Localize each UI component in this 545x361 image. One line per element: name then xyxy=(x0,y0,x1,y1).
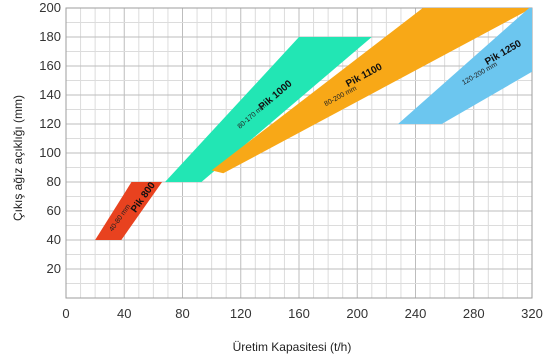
y-tick-label: 60 xyxy=(47,203,61,218)
band-area xyxy=(165,37,372,182)
band-area xyxy=(211,8,532,174)
x-tick-label: 240 xyxy=(405,306,427,321)
y-tick-label: 180 xyxy=(39,29,61,44)
x-axis-label: Üretim Kapasitesi (t/h) xyxy=(233,340,352,354)
y-tick-label: 160 xyxy=(39,58,61,73)
x-tick-label: 80 xyxy=(175,306,189,321)
x-tick-label: 280 xyxy=(463,306,485,321)
y-tick-label: 100 xyxy=(39,145,61,160)
x-tick-label: 40 xyxy=(117,306,131,321)
x-tick-label: 320 xyxy=(521,306,543,321)
plot-frame xyxy=(65,7,533,299)
y-tick-label: 120 xyxy=(39,116,61,131)
x-tick-label: 160 xyxy=(288,306,310,321)
x-tick-label: 200 xyxy=(346,306,368,321)
x-tick-label: 120 xyxy=(230,306,252,321)
y-tick-label: 140 xyxy=(39,87,61,102)
band-area xyxy=(398,8,532,124)
x-tick-label: 0 xyxy=(62,306,69,321)
y-tick-label: 40 xyxy=(47,232,61,247)
y-tick-label: 20 xyxy=(47,261,61,276)
y-axis-label: Çıkış ağız açıklığı (mm) xyxy=(11,95,25,221)
x-tick-labels: 0 40 80 120 160 200 240 280 320 xyxy=(62,306,542,321)
y-tick-labels: 20 40 60 80 100 120 140 160 180 200 xyxy=(39,0,61,276)
y-tick-label: 80 xyxy=(47,174,61,189)
y-tick-label: 200 xyxy=(39,0,61,15)
band-area xyxy=(95,182,163,240)
